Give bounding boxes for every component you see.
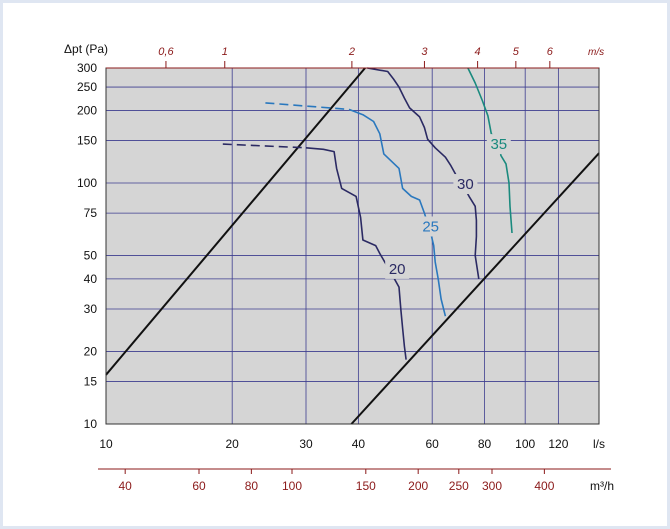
curve-line	[348, 108, 447, 317]
curves: 20 25 30 35	[222, 67, 513, 360]
system-line	[105, 67, 366, 376]
y-ticks: 10 15 20 30 40 50 75 100 150 200 250 300	[77, 61, 97, 431]
x2-tick-label: 100	[282, 479, 302, 493]
y-tick-label: 150	[77, 134, 97, 148]
y-tick-label: 50	[84, 249, 98, 263]
y-axis-title: Δpt (Pa)	[64, 42, 108, 56]
curve-line	[367, 67, 480, 280]
x2-tick-label: 150	[356, 479, 376, 493]
x-tick-label: 100	[515, 437, 535, 451]
plot-area	[106, 68, 599, 424]
x2-tick-label: 400	[534, 479, 554, 493]
velocity-tick-label: 2	[348, 46, 355, 58]
x2-tick-label: 200	[408, 479, 428, 493]
x-tick-label: 120	[548, 437, 568, 451]
velocity-unit-label: m/s	[588, 47, 604, 58]
curve-label-bg	[453, 174, 478, 195]
curve-line	[305, 147, 407, 360]
x-tick-label: 60	[426, 437, 440, 451]
x2-ticks: 40 60 80 100 150 200 250 300 400	[98, 468, 611, 493]
curve-label: 30	[457, 176, 474, 193]
x-unit-label: l/s	[593, 437, 605, 451]
x2-tick-label: 40	[119, 479, 133, 493]
velocity-tick-label: 5	[513, 46, 520, 58]
velocity-tick-label: 0,6	[158, 46, 174, 58]
curve-label: 25	[422, 218, 439, 235]
y-tick-label: 100	[77, 176, 97, 190]
curve-label-bg	[418, 216, 443, 237]
x2-tick-label: 300	[482, 479, 502, 493]
velocity-tick-label: 6	[547, 46, 554, 58]
x2-tick-label: 60	[192, 479, 206, 493]
x-tick-label: 80	[478, 437, 492, 451]
y-tick-label: 10	[84, 417, 98, 431]
velocity-ticks: 0,6 1 2 3 4 5 6	[106, 46, 599, 69]
y-tick-label: 15	[84, 375, 98, 389]
y-tick-label: 75	[84, 206, 98, 220]
velocity-tick-label: 1	[222, 46, 228, 58]
y-tick-label: 300	[77, 61, 97, 75]
x-ticks: 10 20 30 40 60 80 100 120	[99, 437, 568, 451]
x-tick-label: 30	[299, 437, 313, 451]
x2-tick-label: 250	[449, 479, 469, 493]
curve-label: 20	[389, 261, 406, 278]
x2-unit-label: m³/h	[590, 479, 614, 493]
system-lines	[105, 67, 600, 425]
velocity-tick-label: 4	[475, 46, 481, 58]
curve-label-bg	[385, 258, 410, 279]
x-tick-label: 10	[99, 437, 113, 451]
x2-tick-label: 80	[245, 479, 259, 493]
system-line	[350, 152, 600, 425]
y-tick-label: 40	[84, 272, 98, 286]
x-tick-label: 20	[226, 437, 240, 451]
y-tick-label: 20	[84, 344, 98, 358]
curve-label-bg	[486, 134, 511, 155]
y-tick-label: 200	[77, 103, 97, 117]
y-tick-label: 250	[77, 80, 97, 94]
x-tick-label: 40	[352, 437, 366, 451]
curve-label: 35	[490, 136, 507, 153]
y-tick-label: 30	[84, 302, 98, 316]
velocity-tick-label: 3	[421, 46, 428, 58]
